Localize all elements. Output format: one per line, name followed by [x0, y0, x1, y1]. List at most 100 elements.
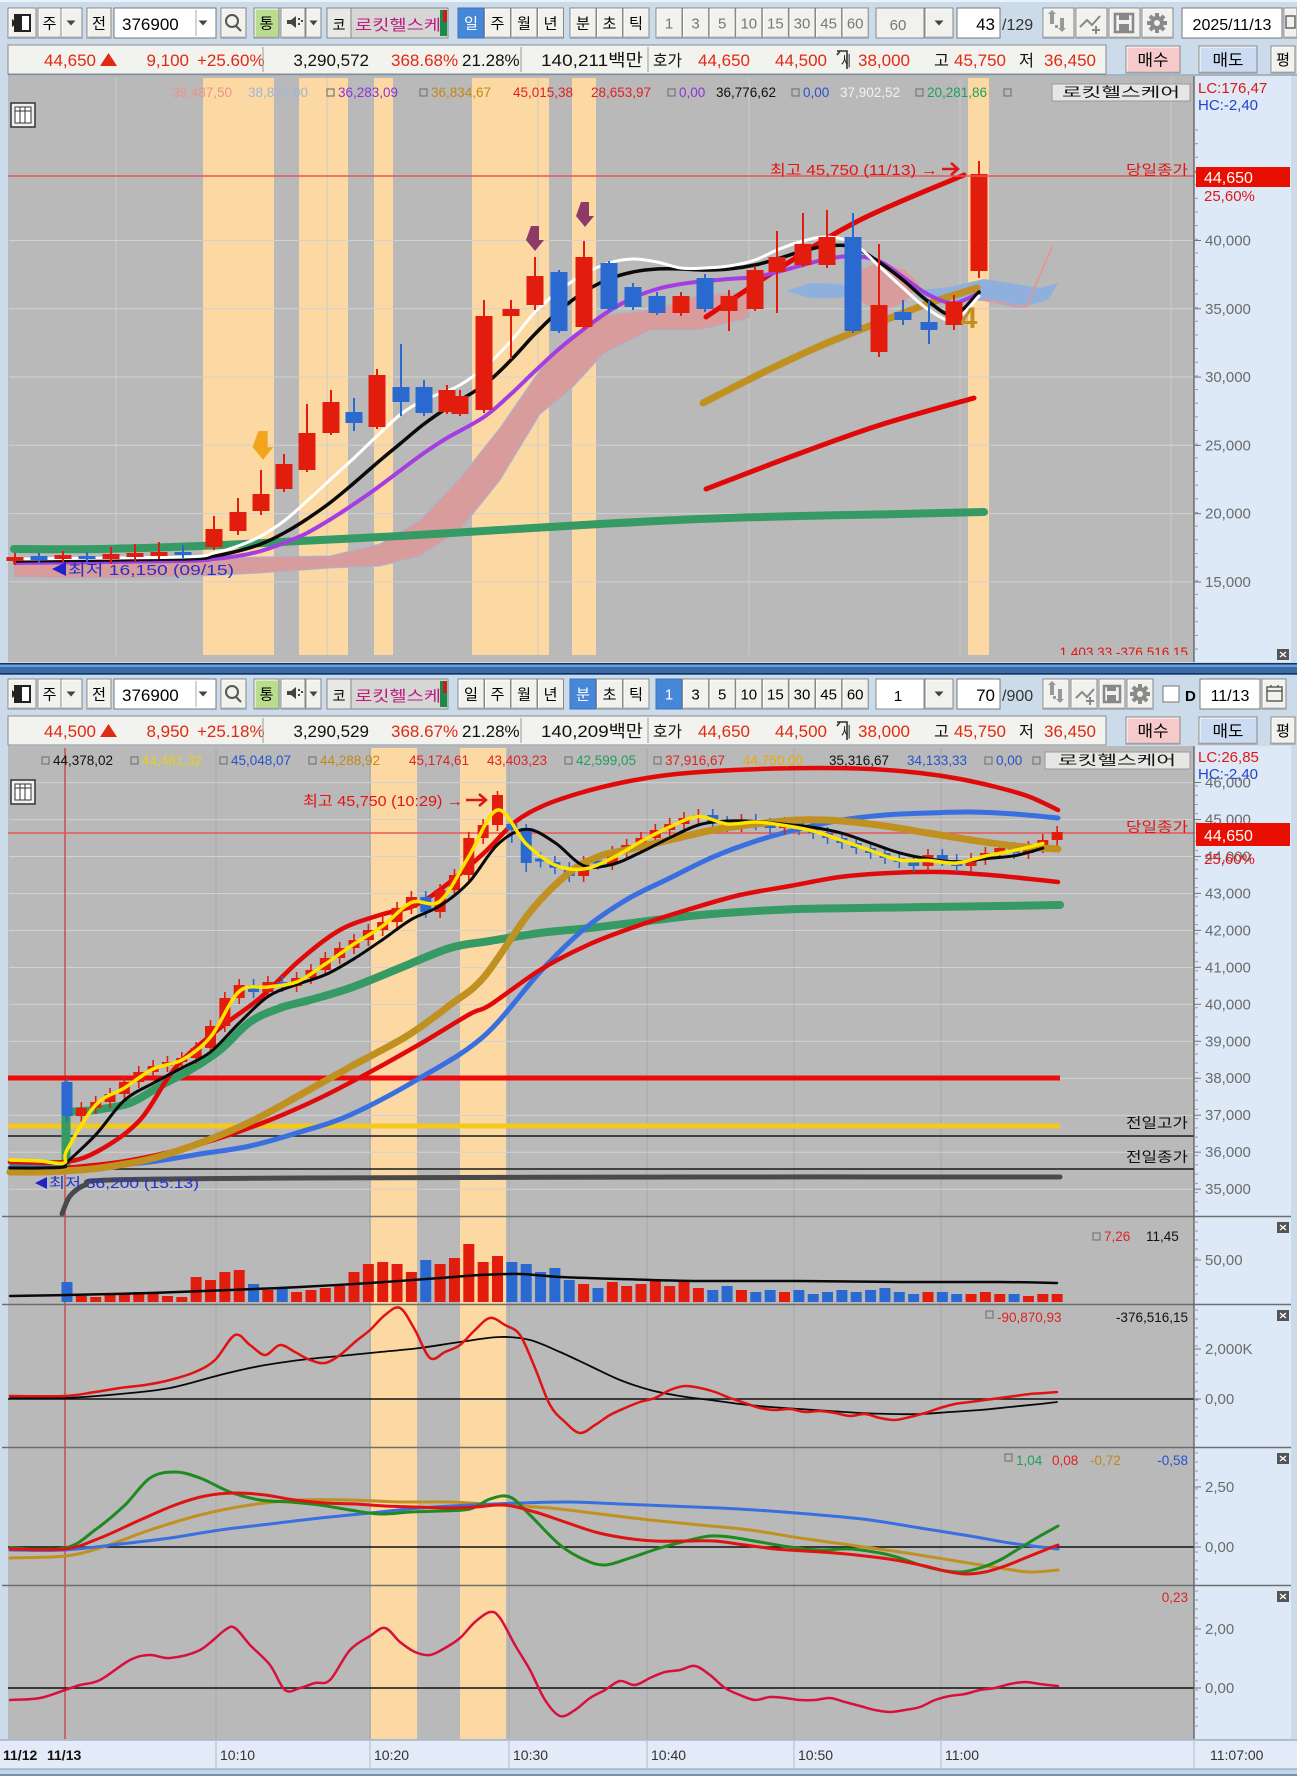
svg-text:0,00: 0,00	[803, 85, 829, 100]
svg-text:년: 년	[544, 686, 558, 703]
svg-text:37,916,67: 37,916,67	[665, 753, 725, 768]
svg-text:0,08: 0,08	[1052, 1453, 1078, 1468]
svg-text:주: 주	[491, 686, 505, 703]
svg-text:저: 저	[1019, 723, 1034, 741]
svg-text:1: 1	[894, 688, 902, 705]
svg-text:42,000: 42,000	[1205, 922, 1251, 939]
svg-text:분: 분	[576, 15, 590, 32]
svg-text:44,500: 44,500	[44, 722, 96, 741]
svg-text:37,902,52: 37,902,52	[840, 85, 900, 100]
svg-text:11:07:00: 11:07:00	[1210, 1747, 1264, 1763]
svg-text:20,000: 20,000	[1205, 506, 1251, 523]
svg-text:호가: 호가	[653, 52, 682, 70]
svg-text:3,290,572: 3,290,572	[293, 51, 369, 70]
svg-text:평: 평	[1276, 52, 1290, 69]
svg-text:45,015,38: 45,015,38	[513, 85, 573, 100]
svg-text:5: 5	[718, 15, 726, 32]
svg-text:주: 주	[43, 686, 57, 703]
svg-text:고: 고	[934, 724, 949, 741]
svg-text:매수: 매수	[1138, 51, 1169, 69]
svg-text:11/12: 11/12	[3, 1747, 37, 1763]
svg-text:코: 코	[333, 17, 346, 34]
svg-text:140,209백만: 140,209백만	[541, 722, 643, 741]
svg-text:평: 평	[1276, 723, 1290, 740]
svg-text:/900: /900	[1002, 688, 1033, 705]
svg-text:HC:-2,40: HC:-2,40	[1198, 766, 1258, 783]
svg-text:HC:-2,40: HC:-2,40	[1198, 97, 1258, 114]
svg-text:틱: 틱	[629, 15, 643, 32]
svg-text:0,00: 0,00	[996, 753, 1022, 768]
svg-text:15,000: 15,000	[1205, 574, 1251, 591]
svg-text:45,048,07: 45,048,07	[231, 753, 291, 768]
svg-text:44,481,32: 44,481,32	[142, 753, 202, 768]
svg-text:분: 분	[576, 686, 590, 703]
svg-text:2025/11/13: 2025/11/13	[1193, 17, 1272, 34]
svg-text:4: 4	[961, 302, 978, 335]
svg-text:44,500: 44,500	[775, 51, 827, 70]
svg-text:30: 30	[794, 686, 811, 703]
svg-text:고: 고	[934, 53, 949, 70]
svg-text:10:30: 10:30	[513, 1747, 548, 1763]
svg-text:15: 15	[767, 15, 784, 32]
svg-text:0,00: 0,00	[1205, 1680, 1234, 1697]
svg-text:/129: /129	[1002, 17, 1033, 34]
svg-text:초: 초	[603, 686, 617, 703]
svg-text:44,500: 44,500	[775, 722, 827, 741]
svg-text:45,174,61: 45,174,61	[409, 753, 469, 768]
svg-text:+25.60%: +25.60%	[197, 51, 265, 70]
svg-text:0,00: 0,00	[1205, 1539, 1234, 1556]
svg-text:11:00: 11:00	[945, 1747, 979, 1763]
svg-text:36,000: 36,000	[1205, 1144, 1251, 1161]
svg-text:로킷헬스케: 로킷헬스케	[355, 17, 441, 34]
svg-text:틱: 틱	[629, 686, 643, 703]
svg-text:10:20: 10:20	[374, 1747, 409, 1763]
svg-text:45: 45	[820, 686, 837, 703]
svg-text:10:50: 10:50	[798, 1747, 833, 1763]
svg-text:36,450: 36,450	[1044, 722, 1096, 741]
svg-text:11/13: 11/13	[1211, 688, 1250, 705]
svg-text:60: 60	[847, 686, 864, 703]
svg-text:25,60%: 25,60%	[1204, 851, 1255, 868]
svg-text:40,000: 40,000	[1205, 996, 1251, 1013]
svg-text:시: 시	[841, 724, 851, 741]
svg-text:최고 45,750 (11/13) →: 최고 45,750 (11/13) →	[770, 162, 938, 179]
svg-text:전일종가: 전일종가	[1126, 1149, 1188, 1165]
svg-text:전일고가: 전일고가	[1126, 1115, 1188, 1131]
svg-text:21.28%: 21.28%	[462, 722, 520, 741]
svg-text:1: 1	[665, 15, 673, 32]
svg-text:60: 60	[847, 15, 864, 32]
svg-text:37,000: 37,000	[1205, 1107, 1251, 1124]
svg-text:주: 주	[491, 15, 505, 32]
svg-text:36,283,09: 36,283,09	[338, 85, 398, 100]
svg-text:45,750: 45,750	[954, 51, 1006, 70]
svg-text:11/13: 11/13	[47, 1747, 81, 1763]
svg-text:10:10: 10:10	[220, 1747, 255, 1763]
svg-text:36,450: 36,450	[1044, 51, 1096, 70]
svg-text:0,00: 0,00	[1205, 1391, 1234, 1408]
svg-text:최저 36,200 (15:13): 최저 36,200 (15:13)	[49, 1175, 199, 1191]
svg-text:+25.18%: +25.18%	[197, 722, 265, 741]
svg-text:43,000: 43,000	[1205, 885, 1251, 902]
svg-text:LC:26,85: LC:26,85	[1198, 749, 1259, 766]
svg-text:30: 30	[794, 15, 811, 32]
svg-text:매도: 매도	[1213, 51, 1244, 69]
svg-text:1,403,33 -376,516,15: 1,403,33 -376,516,15	[1060, 645, 1188, 660]
svg-text:60: 60	[890, 17, 907, 34]
svg-text:44,650: 44,650	[1204, 170, 1253, 187]
svg-text:70: 70	[976, 686, 995, 705]
svg-text:2,00: 2,00	[1205, 1621, 1234, 1638]
svg-text:368.67%: 368.67%	[391, 722, 458, 741]
svg-text:36,776,62: 36,776,62	[716, 85, 776, 100]
svg-text:50,00: 50,00	[1205, 1252, 1243, 1269]
svg-text:39,000: 39,000	[1205, 1033, 1251, 1050]
svg-text:25,60%: 25,60%	[1204, 188, 1255, 205]
svg-text:전: 전	[92, 15, 106, 32]
svg-text:월: 월	[517, 686, 531, 703]
svg-text:최저 16,150 (09/15): 최저 16,150 (09/15)	[68, 562, 234, 579]
svg-text:38,000: 38,000	[858, 51, 910, 70]
svg-text:35,000: 35,000	[1205, 1181, 1251, 1198]
svg-text:0,23: 0,23	[1162, 1590, 1188, 1605]
svg-text:38,000: 38,000	[1205, 1070, 1251, 1087]
svg-text:3: 3	[691, 686, 699, 703]
svg-text:매수: 매수	[1138, 722, 1169, 740]
